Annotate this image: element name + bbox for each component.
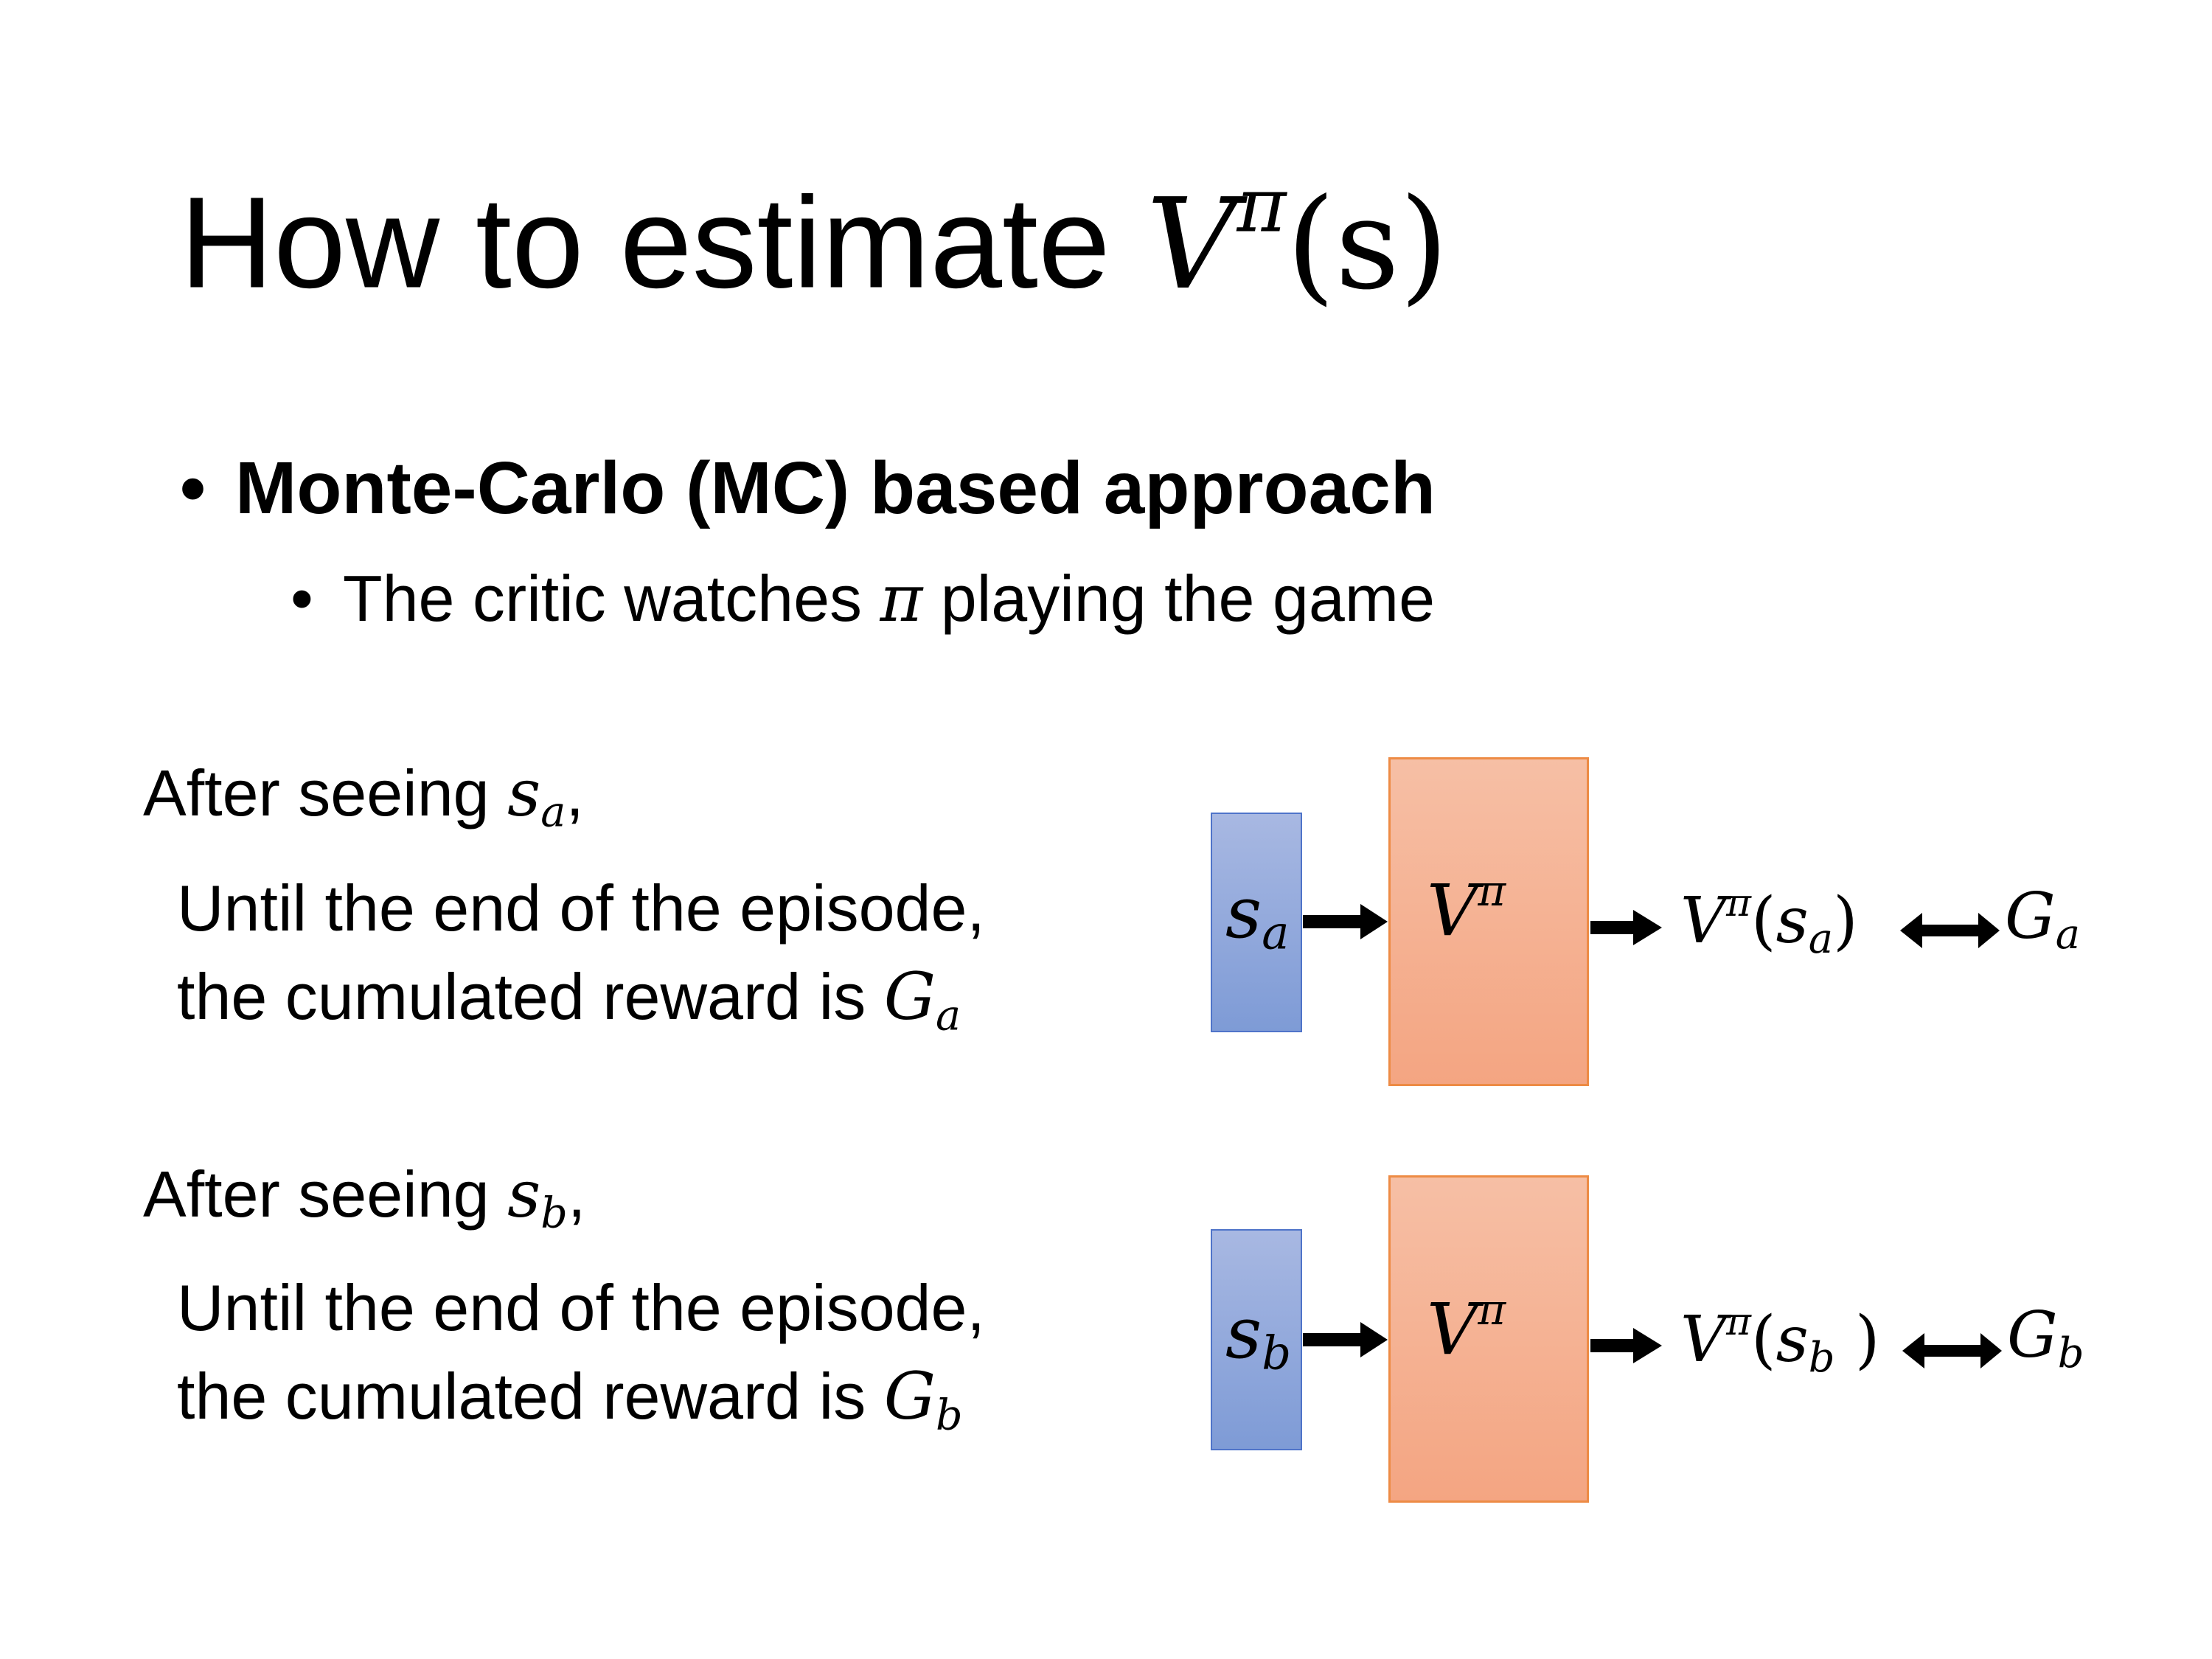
case-b-after: After seeing sb, [143, 1156, 586, 1238]
target-label-b: Gb [2007, 1298, 2084, 1377]
case-a-after: After seeing sa, [143, 755, 584, 837]
target-label-a: Ga [2005, 880, 2081, 959]
title-text: How to estimate [180, 170, 1110, 316]
arrow-input-to-network-b [1303, 1322, 1388, 1357]
input-box-a [1211, 813, 1302, 1032]
output-label-a: Vπ(sa) [1680, 881, 1858, 964]
sub-bullet-critic: • The critic watches π playing the game [291, 560, 1436, 636]
value-network-box-b [1388, 1175, 1589, 1503]
double-arrow-b [1902, 1333, 2002, 1368]
bullet-mc: • Monte-Carlo (MC) based approach [180, 447, 1436, 529]
case-a-line2: the cumulated reward is Ga [177, 959, 961, 1040]
value-network-box-a [1388, 757, 1589, 1086]
arrow-input-to-network-a [1303, 904, 1388, 939]
case-b-line1: Until the end of the episode, [177, 1271, 985, 1344]
title-math: Vπ(s) [1146, 161, 1449, 318]
case-b-line2: the cumulated reward is Gb [177, 1358, 963, 1440]
arrow-network-to-output-a [1590, 910, 1662, 945]
double-arrow-a [1900, 913, 2000, 948]
arrow-network-to-output-b [1590, 1328, 1662, 1363]
network-label-a: Vπ [1427, 866, 1506, 953]
input-box-b [1211, 1229, 1302, 1450]
input-label-b: sb [1225, 1292, 1292, 1380]
bullet-mc-text: Monte-Carlo (MC) based approach [235, 447, 1436, 529]
input-label-a: sa [1225, 872, 1290, 960]
output-label-b: Vπ(sb ) [1680, 1300, 1880, 1382]
slide-title: How to estimate Vπ(s) [180, 168, 1448, 308]
network-label-b: Vπ [1427, 1285, 1506, 1371]
case-a-line1: Until the end of the episode, [177, 872, 985, 945]
